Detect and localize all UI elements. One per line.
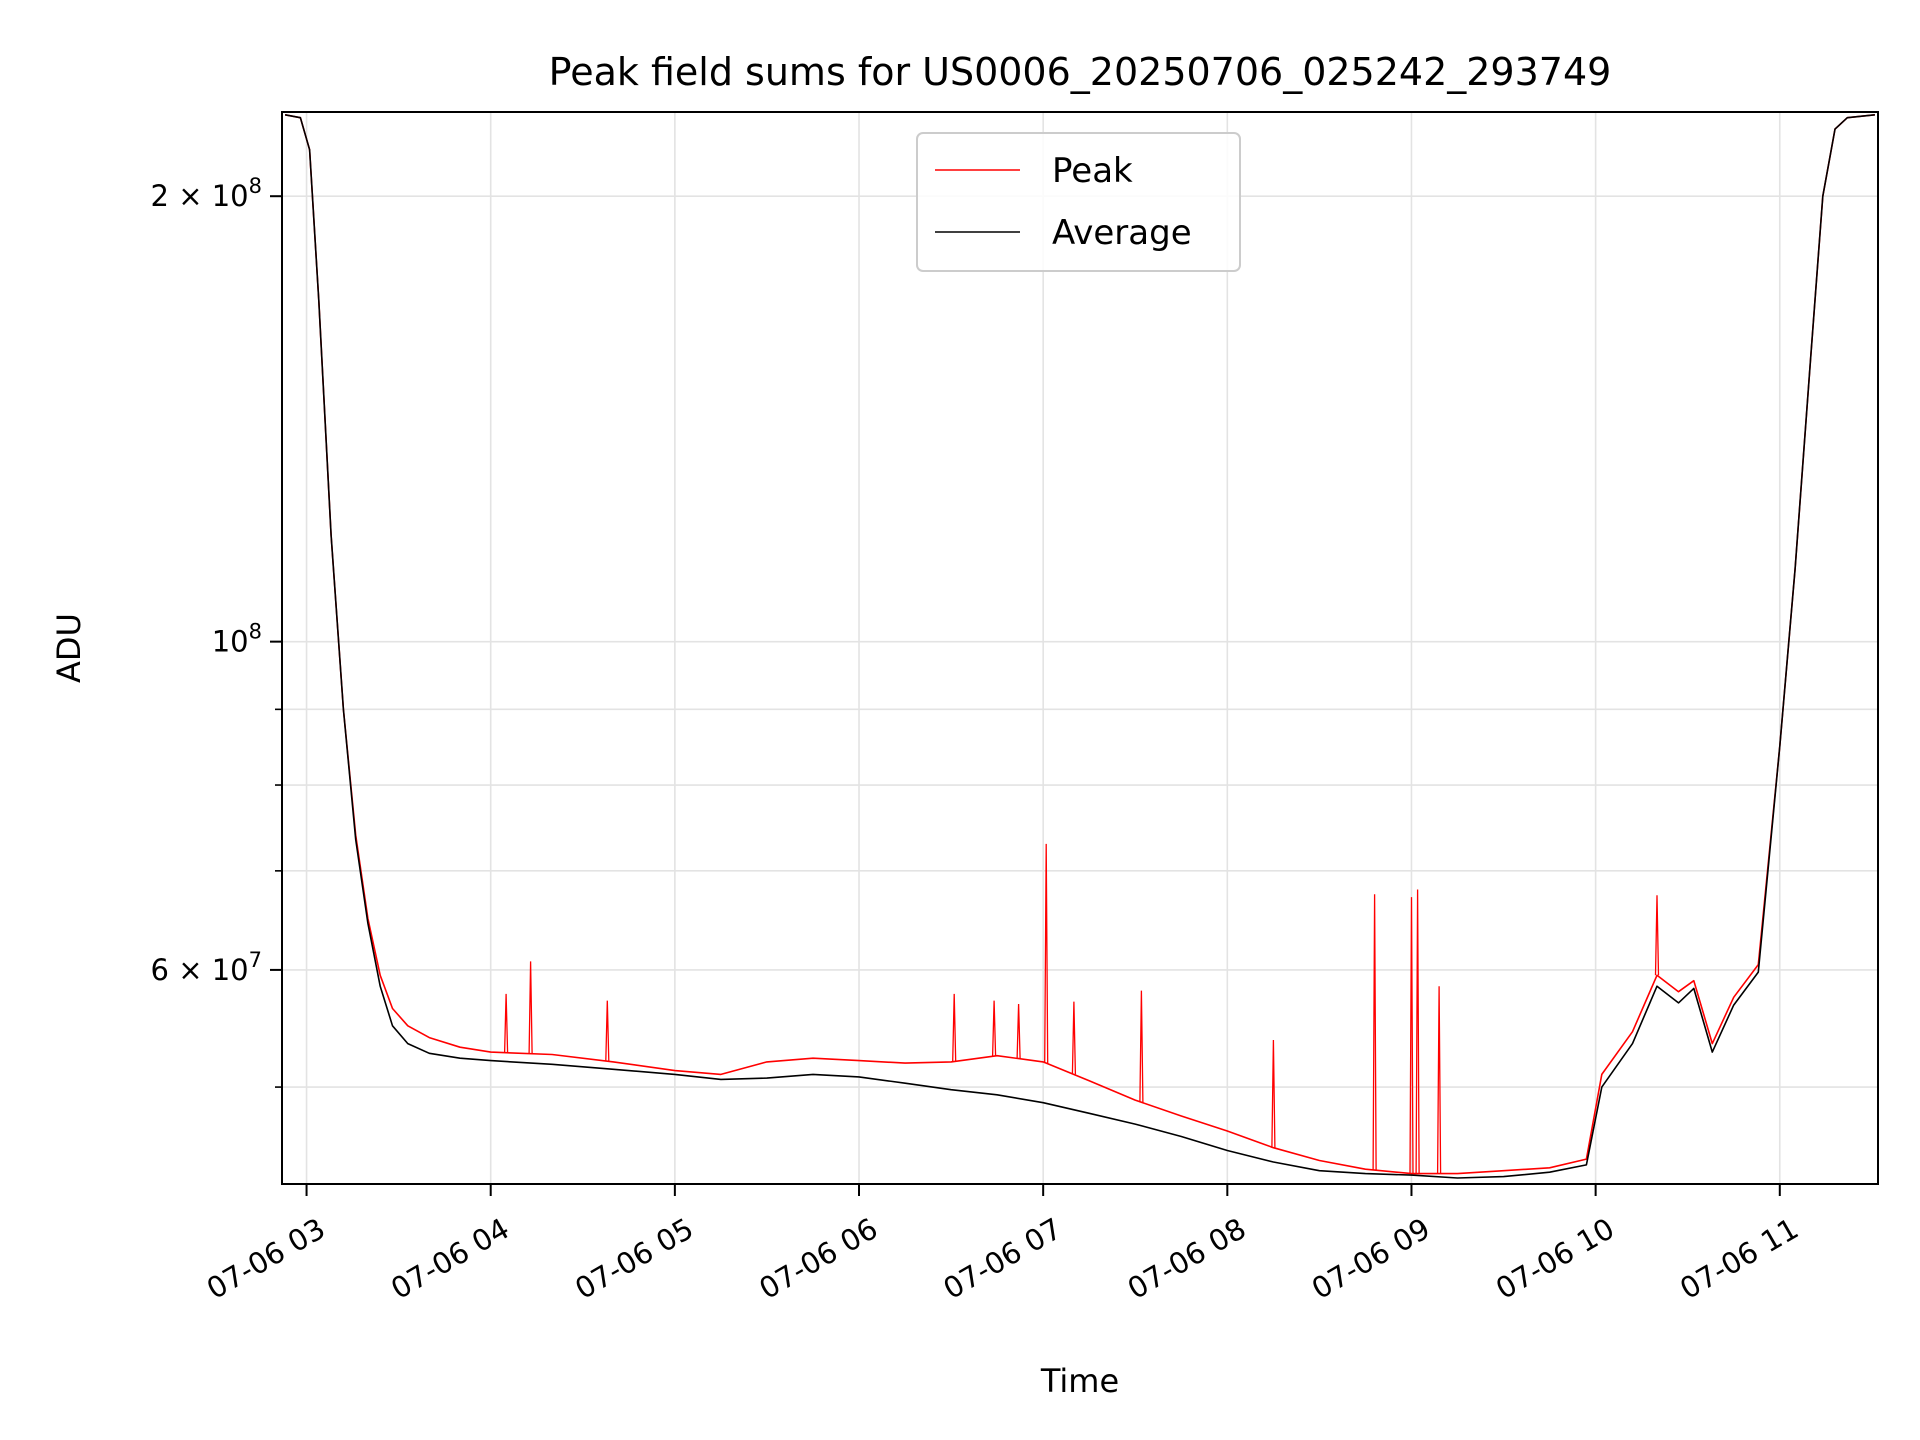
series-layer (284, 114, 1875, 1179)
legend-box (916, 132, 1241, 272)
peak-spike-5 (1016, 1003, 1021, 1059)
peak-spike-2 (605, 1000, 610, 1062)
legend-label-peak: Peak (1052, 151, 1133, 191)
y-tick-label-1: 108 (212, 620, 262, 659)
chart-title: Peak field sums for US0006_20250706_0252… (549, 50, 1612, 94)
peak-spike-14 (1654, 895, 1660, 976)
series-line-average (284, 114, 1875, 1179)
legend-label-average: Average (1052, 213, 1192, 253)
peak-spike-9 (1271, 1039, 1276, 1148)
peak-spike-0 (503, 993, 509, 1053)
peak-spike-12 (1415, 889, 1420, 1174)
legend: Peak Average (916, 132, 1241, 272)
peak-spike-1 (528, 961, 533, 1054)
peak-spike-6 (1044, 843, 1049, 1064)
series-line-peak (284, 114, 1875, 1175)
grid-layer (282, 112, 1878, 1184)
peak-spike-10 (1372, 894, 1377, 1171)
x-axis-label: Time (1040, 1362, 1119, 1400)
peak-spike-11 (1409, 897, 1414, 1174)
peak-spike-4 (991, 1000, 997, 1057)
y-axis-label: ADU (50, 613, 88, 683)
y-tick-label-0: 6 × 107 (151, 948, 262, 987)
plot-frame (281, 111, 1879, 1185)
peak-spike-3 (952, 993, 957, 1062)
peak-spike-7 (1071, 1001, 1077, 1075)
peak-spike-13 (1436, 986, 1442, 1174)
peak-spike-8 (1139, 990, 1144, 1103)
y-tick-label-2: 2 × 108 (151, 174, 262, 213)
